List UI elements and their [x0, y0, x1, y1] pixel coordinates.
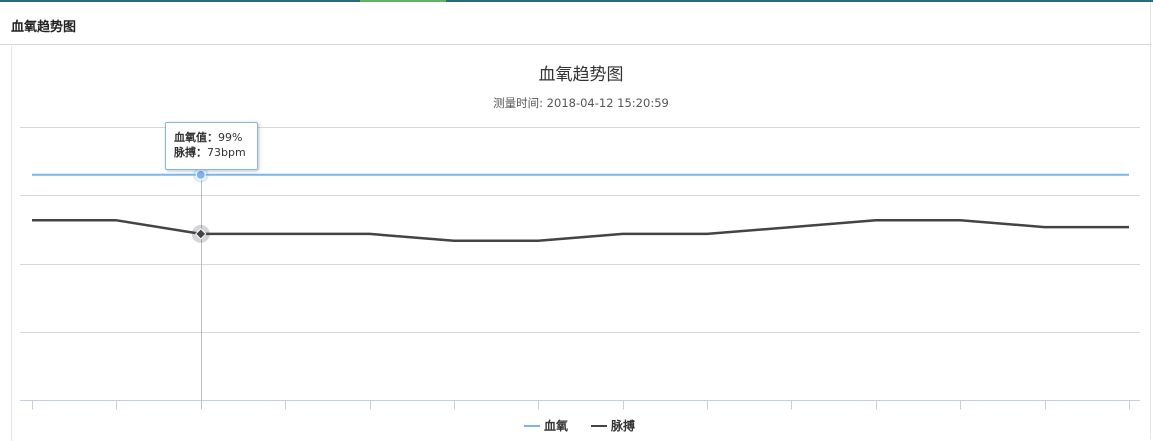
chart-subtitle: 测量时间: 2018-04-12 15:20:59 — [493, 96, 669, 110]
pulse-point — [195, 228, 207, 240]
data-tooltip: 血氧值：99% 脉搏：73bpm — [165, 122, 258, 170]
legend-label: 脉搏 — [610, 418, 635, 433]
legend-label: 血氧 — [544, 418, 568, 433]
tooltip-pulse-row: 脉搏：73bpm — [174, 145, 257, 160]
legend-item-spo2[interactable]: 血氧 — [524, 418, 568, 433]
series-lines — [32, 173, 1129, 243]
panel-title: 血氧趋势图 — [11, 20, 77, 35]
series-points — [191, 166, 210, 243]
spo2-point — [195, 169, 206, 180]
panel-header: 血氧趋势图 — [0, 2, 1151, 45]
tooltip-spo2-value: 99% — [218, 131, 243, 144]
panel-left-border — [11, 46, 12, 441]
x-axis — [20, 400, 1140, 410]
pulse-series-line — [32, 219, 1129, 243]
legend-item-pulse[interactable]: 脉搏 — [591, 418, 635, 433]
tooltip-spo2-label: 血氧值： — [174, 131, 218, 144]
tooltip-pulse-value: 73bpm — [207, 146, 246, 159]
active-tab-indicator — [360, 0, 446, 2]
tooltip-pulse-label: 脉搏： — [174, 146, 207, 159]
chart-title: 血氧趋势图 — [539, 65, 624, 85]
top-navigation-rule — [0, 0, 1153, 2]
tooltip-spo2-row: 血氧值：99% — [174, 130, 257, 145]
legend[interactable]: 血氧 脉搏 — [524, 418, 635, 433]
